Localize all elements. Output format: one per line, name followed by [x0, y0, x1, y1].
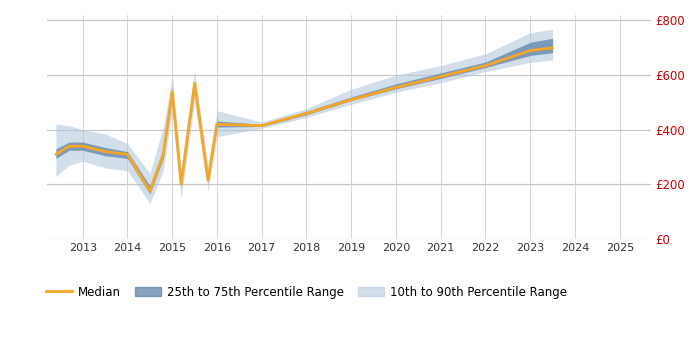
Legend: Median, 25th to 75th Percentile Range, 10th to 90th Percentile Range: Median, 25th to 75th Percentile Range, 1… — [41, 281, 572, 303]
